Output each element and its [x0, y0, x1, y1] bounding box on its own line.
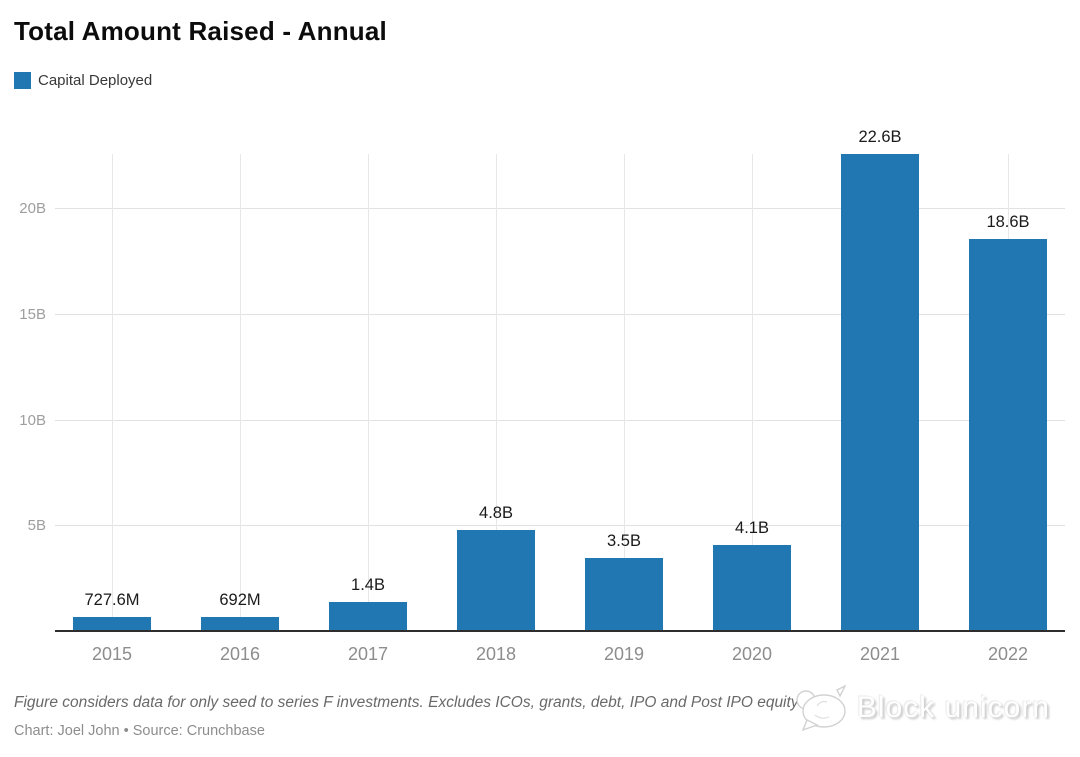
x-tick-label: 2019	[603, 644, 645, 664]
bar-column-2020: 4.1B 2020	[688, 154, 816, 664]
x-tick-label: 2017	[347, 644, 389, 664]
bar-2016[interactable]	[201, 617, 279, 632]
bar-2021[interactable]	[841, 154, 919, 632]
bar-column-2019: 3.5B 2019	[560, 154, 688, 664]
bar-2019[interactable]	[585, 557, 663, 632]
x-tick-label: 2016	[219, 644, 261, 664]
footnote: Figure considers data for only seed to s…	[14, 694, 799, 711]
bar-2015[interactable]	[73, 616, 151, 632]
bar-2018[interactable]	[457, 530, 535, 632]
watermark: Block unicorn	[793, 684, 1050, 732]
bar-value-label: 4.8B	[479, 504, 513, 523]
x-tick-label: 2021	[859, 644, 901, 664]
legend-label: Capital Deployed	[38, 71, 153, 89]
x-tick-label: 2020	[731, 644, 773, 664]
y-tick-label: 10B	[19, 411, 46, 429]
bar-value-label: 18.6B	[986, 212, 1030, 231]
vertical-gridline	[240, 154, 241, 632]
y-tick-label: 15B	[19, 305, 46, 323]
bar-value-label: 4.1B	[735, 519, 769, 538]
bar-value-label: 3.5B	[607, 531, 641, 550]
horizontal-gridline	[55, 313, 1065, 315]
bar-value-label: 1.4B	[351, 576, 385, 595]
x-tick-label: 2018	[475, 644, 517, 664]
chart-title: Total Amount Raised - Annual	[14, 16, 387, 46]
x-axis-line	[55, 630, 1065, 632]
bar-column-2017: 1.4B 2017	[304, 154, 432, 664]
horizontal-gridline	[55, 208, 1065, 209]
y-grid-layer	[48, 154, 1072, 632]
legend: Capital Deployed	[14, 71, 152, 89]
horizontal-gridline	[55, 525, 1065, 527]
bar-2020[interactable]	[713, 545, 791, 632]
bar-value-label: 22.6B	[858, 128, 902, 146]
watermark-text: Block unicorn	[856, 691, 1050, 724]
bar-column-2022: 18.6B 2022	[944, 154, 1072, 664]
vertical-gridline	[112, 154, 113, 632]
bar-value-label: 727.6M	[84, 590, 140, 609]
vertical-gridline	[752, 154, 753, 632]
block-unicorn-logo-icon	[796, 684, 847, 732]
bar-column-2016: 692M 2016	[176, 154, 304, 664]
x-tick-label: 2015	[91, 644, 133, 664]
y-axis-labels: 5B 10B 15B 20B	[0, 154, 46, 632]
vertical-gridline	[496, 154, 497, 632]
horizontal-gridline	[55, 419, 1065, 421]
legend-swatch	[14, 71, 31, 89]
bar-value-label: 692M	[219, 591, 261, 610]
bar-column-2018: 4.8B 2018	[432, 154, 560, 664]
y-tick-label: 20B	[19, 200, 46, 217]
columns: 727.6M 2015 692M 2016 1.4B 2017 4.8B 2018 3.5B 20…	[48, 128, 1072, 664]
credit-line: Chart: Joel John • Source: Crunchbase	[14, 723, 265, 739]
bar-column-2021: 22.6B 2021	[816, 128, 944, 664]
y-tick-label: 5B	[27, 517, 46, 535]
bar-column-2015: 727.6M 2015	[48, 154, 176, 664]
bar-2017[interactable]	[329, 602, 407, 632]
vertical-gridline	[368, 154, 369, 632]
vertical-gridline	[624, 154, 625, 632]
bar-2022[interactable]	[969, 238, 1047, 632]
plot-area: 727.6M 2015 692M 2016 1.4B 2017 4.8B 2018 3.5B 20…	[48, 128, 1072, 664]
x-tick-label: 2022	[987, 644, 1029, 664]
